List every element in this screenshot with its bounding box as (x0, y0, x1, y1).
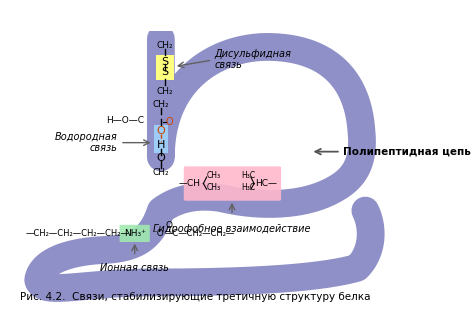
Text: Ионная связь: Ионная связь (100, 263, 169, 273)
Text: HC—: HC— (255, 179, 277, 188)
FancyBboxPatch shape (184, 166, 281, 201)
FancyBboxPatch shape (119, 225, 150, 242)
Text: —CH: —CH (179, 179, 201, 188)
Text: —C—CH₂—CH₂—: —C—CH₂—CH₂— (165, 229, 235, 238)
Text: O: O (165, 221, 173, 230)
Text: —CH₂—CH₂—CH₂—CH₂—: —CH₂—CH₂—CH₂—CH₂— (26, 229, 130, 238)
Text: S: S (161, 67, 169, 77)
Text: связь: связь (90, 142, 118, 153)
Text: Гидрофобное взаимодействие: Гидрофобное взаимодействие (153, 224, 311, 234)
FancyBboxPatch shape (154, 125, 168, 153)
Text: Полипептидная цепь: Полипептидная цепь (343, 146, 471, 157)
Text: CH₂: CH₂ (156, 41, 173, 50)
Text: H₃C: H₃C (241, 171, 255, 180)
Text: O: O (165, 117, 173, 127)
Text: Рис. 4.2.  Связи, стабилизирующие третичную структуру белка: Рис. 4.2. Связи, стабилизирующие третичн… (20, 292, 371, 302)
Text: CH₂: CH₂ (156, 87, 173, 96)
Text: CH₂: CH₂ (153, 168, 169, 177)
Text: O: O (156, 153, 165, 163)
Text: H—O—C: H—O—C (107, 116, 145, 125)
Text: CH₂: CH₂ (153, 100, 169, 109)
Text: Дисульфидная: Дисульфидная (215, 49, 292, 59)
Text: NH₃⁺: NH₃⁺ (124, 229, 146, 238)
Text: CH₃: CH₃ (207, 171, 221, 180)
Text: связь: связь (215, 60, 243, 70)
Text: CH₃: CH₃ (207, 183, 221, 192)
FancyBboxPatch shape (156, 55, 174, 80)
Text: S: S (161, 57, 169, 67)
Text: H: H (157, 140, 165, 150)
Text: H₃C: H₃C (241, 183, 255, 192)
Text: O: O (156, 126, 165, 136)
Text: ⁻O: ⁻O (153, 229, 164, 238)
Text: Водородная: Водородная (55, 132, 118, 142)
